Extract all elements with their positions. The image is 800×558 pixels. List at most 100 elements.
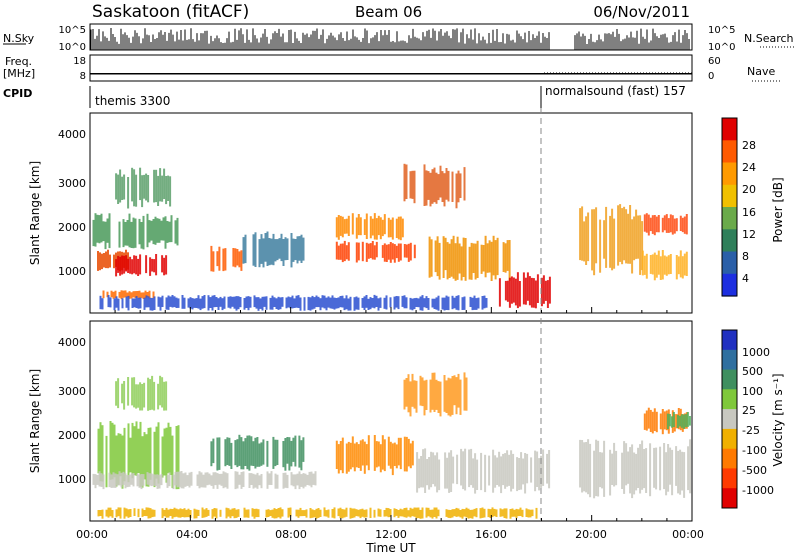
- velocity-echo-column: [645, 448, 648, 493]
- velocity-echo-column: [110, 474, 113, 488]
- velocity-ytick-3000: 3000: [58, 385, 86, 398]
- velocity-echo-column: [282, 472, 285, 489]
- velocity-echo-column: [649, 409, 652, 432]
- power-echo-column: [313, 297, 316, 309]
- power-tick-4: 4: [742, 272, 749, 285]
- power-echo-column: [148, 220, 151, 243]
- velocity-echo-column: [157, 383, 160, 410]
- velocity-echo-column: [231, 508, 234, 517]
- velocity-echo-column: [535, 507, 538, 519]
- velocity-echo-column: [171, 509, 174, 519]
- power-echo-column: [295, 295, 298, 308]
- nave-label: Nave: [747, 65, 775, 78]
- power-colorbar-swatch: [722, 140, 737, 164]
- velocity-echo-column: [649, 443, 652, 497]
- power-echo-column: [375, 218, 378, 240]
- velocity-echo-column: [260, 442, 263, 466]
- power-echo-column: [437, 295, 440, 311]
- power-echo-column: [522, 272, 525, 305]
- power-echo-column: [102, 290, 105, 299]
- velocity-echo-column: [641, 440, 644, 490]
- power-echo-column: [504, 280, 507, 301]
- power-echo-column: [292, 238, 295, 262]
- velocity-echo-column: [643, 449, 646, 489]
- power-echo-column: [399, 243, 402, 261]
- power-echo-column: [101, 298, 104, 310]
- power-echo-column: [273, 297, 276, 307]
- power-echo-column: [264, 233, 267, 262]
- velocity-echo-column: [290, 472, 293, 486]
- velocity-colorbar-swatch: [722, 369, 737, 390]
- power-echo-column: [102, 221, 105, 242]
- velocity-echo-column: [505, 508, 508, 519]
- velocity-echo-column: [219, 509, 222, 517]
- velocity-echo-column: [276, 439, 279, 465]
- power-echo-column: [266, 231, 269, 266]
- velocity-echo-column: [163, 509, 166, 517]
- power-echo-column: [369, 216, 372, 239]
- velocity-echo-column: [502, 453, 505, 486]
- velocity-echo-column: [365, 444, 368, 466]
- power-echo-column: [165, 297, 168, 310]
- power-tick-24: 24: [742, 161, 756, 174]
- velocity-echo-column: [680, 414, 683, 428]
- velocity-echo-column: [160, 474, 163, 486]
- velocity-echo-column: [167, 509, 170, 518]
- power-echo-column: [447, 296, 450, 311]
- velocity-panel-frame: [89, 320, 693, 522]
- velocity-echo-column: [215, 508, 218, 519]
- velocity-echo-column: [148, 473, 151, 486]
- velocity-echo-column: [311, 509, 314, 518]
- power-echo-column: [651, 254, 654, 275]
- power-echo-column: [233, 296, 236, 309]
- power-echo-column: [139, 297, 142, 309]
- velocity-echo-column: [142, 474, 145, 486]
- power-echo-column: [351, 213, 354, 235]
- power-echo-column: [142, 292, 145, 299]
- velocity-echo-column: [593, 450, 596, 499]
- velocity-echo-column: [275, 509, 278, 519]
- velocity-echo-column: [180, 471, 183, 489]
- velocity-echo-column: [661, 409, 664, 435]
- power-echo-column: [221, 298, 224, 311]
- velocity-echo-column: [512, 453, 515, 489]
- velocity-colorbar: [722, 330, 737, 509]
- velocity-echo-column: [222, 471, 225, 489]
- velocity-echo-column: [268, 473, 271, 485]
- power-ytick-3000: 3000: [58, 177, 86, 190]
- power-tick-8: 8: [742, 250, 749, 263]
- velocity-echo-column: [629, 447, 632, 494]
- velocity-echo-column: [456, 454, 459, 485]
- power-echo-column: [307, 296, 310, 311]
- velocity-echo-column: [323, 507, 326, 517]
- velocity-echo-column: [429, 509, 432, 518]
- velocity-echo-column: [416, 452, 419, 493]
- power-echo-column: [645, 253, 648, 279]
- power-echo-column: [160, 220, 163, 241]
- power-echo-column: [463, 296, 466, 310]
- station-title: Saskatoon (fitACF): [92, 2, 249, 22]
- velocity-echo-column: [161, 508, 164, 519]
- velocity-echo-column: [305, 509, 308, 518]
- power-echo-column: [127, 258, 130, 273]
- velocity-echo-column: [132, 473, 135, 487]
- velocity-echo-column: [504, 453, 507, 489]
- velocity-echo-column: [518, 458, 521, 490]
- power-echo-column: [223, 296, 226, 309]
- velocity-echo-column: [97, 428, 100, 474]
- velocity-echo-column: [639, 444, 642, 494]
- power-echo-column: [252, 234, 255, 266]
- power-echo-column: [108, 213, 111, 249]
- power-echo-column: [268, 238, 271, 266]
- velocity-echo-column: [124, 473, 127, 489]
- nsearch-tick-bottom: 10^0: [708, 42, 735, 53]
- power-echo-column: [462, 237, 465, 277]
- power-echo-column: [401, 295, 404, 307]
- power-echo-column: [347, 215, 350, 236]
- velocity-echo-column: [319, 509, 322, 517]
- velocity-echo-column: [242, 471, 245, 487]
- velocity-echo-column: [385, 507, 388, 517]
- velocity-echo-column: [483, 508, 486, 518]
- velocity-echo-column: [153, 431, 156, 488]
- velocity-echo-column: [335, 440, 338, 469]
